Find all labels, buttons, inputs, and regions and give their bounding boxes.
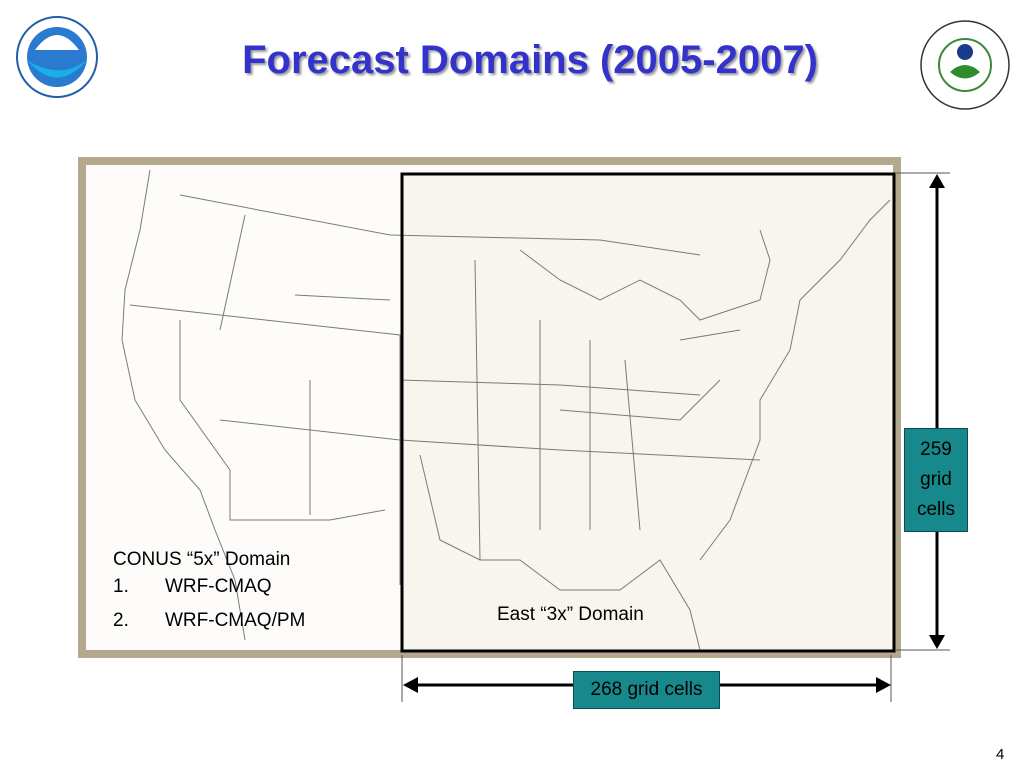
- list-number: 1.: [113, 576, 129, 597]
- horizontal-extent-box: 268 grid cells: [573, 671, 720, 709]
- page-number: 4: [996, 746, 1005, 763]
- east-domain-box: [400, 172, 896, 653]
- east-label: East “3x” Domain: [497, 604, 644, 625]
- map-lines: [121, 169, 891, 651]
- slide-title: Forecast Domains (2005-2007): [242, 38, 818, 82]
- epa-logo: [920, 20, 1010, 110]
- extent-line: cells: [916, 499, 955, 520]
- list-number: 2.: [113, 610, 129, 631]
- east-domain-fill: [402, 174, 894, 651]
- list-text: WRF-CMAQ: [165, 576, 272, 597]
- vertical-arrow: [895, 172, 950, 651]
- extent-line: 259: [920, 439, 952, 460]
- conus-heading: CONUS “5x” Domain: [113, 549, 291, 570]
- noaa-logo: [16, 16, 98, 98]
- list-text: WRF-CMAQ/PM: [165, 610, 306, 631]
- extent-line: grid: [920, 469, 952, 490]
- vertical-extent-box: 259 grid cells: [904, 428, 968, 532]
